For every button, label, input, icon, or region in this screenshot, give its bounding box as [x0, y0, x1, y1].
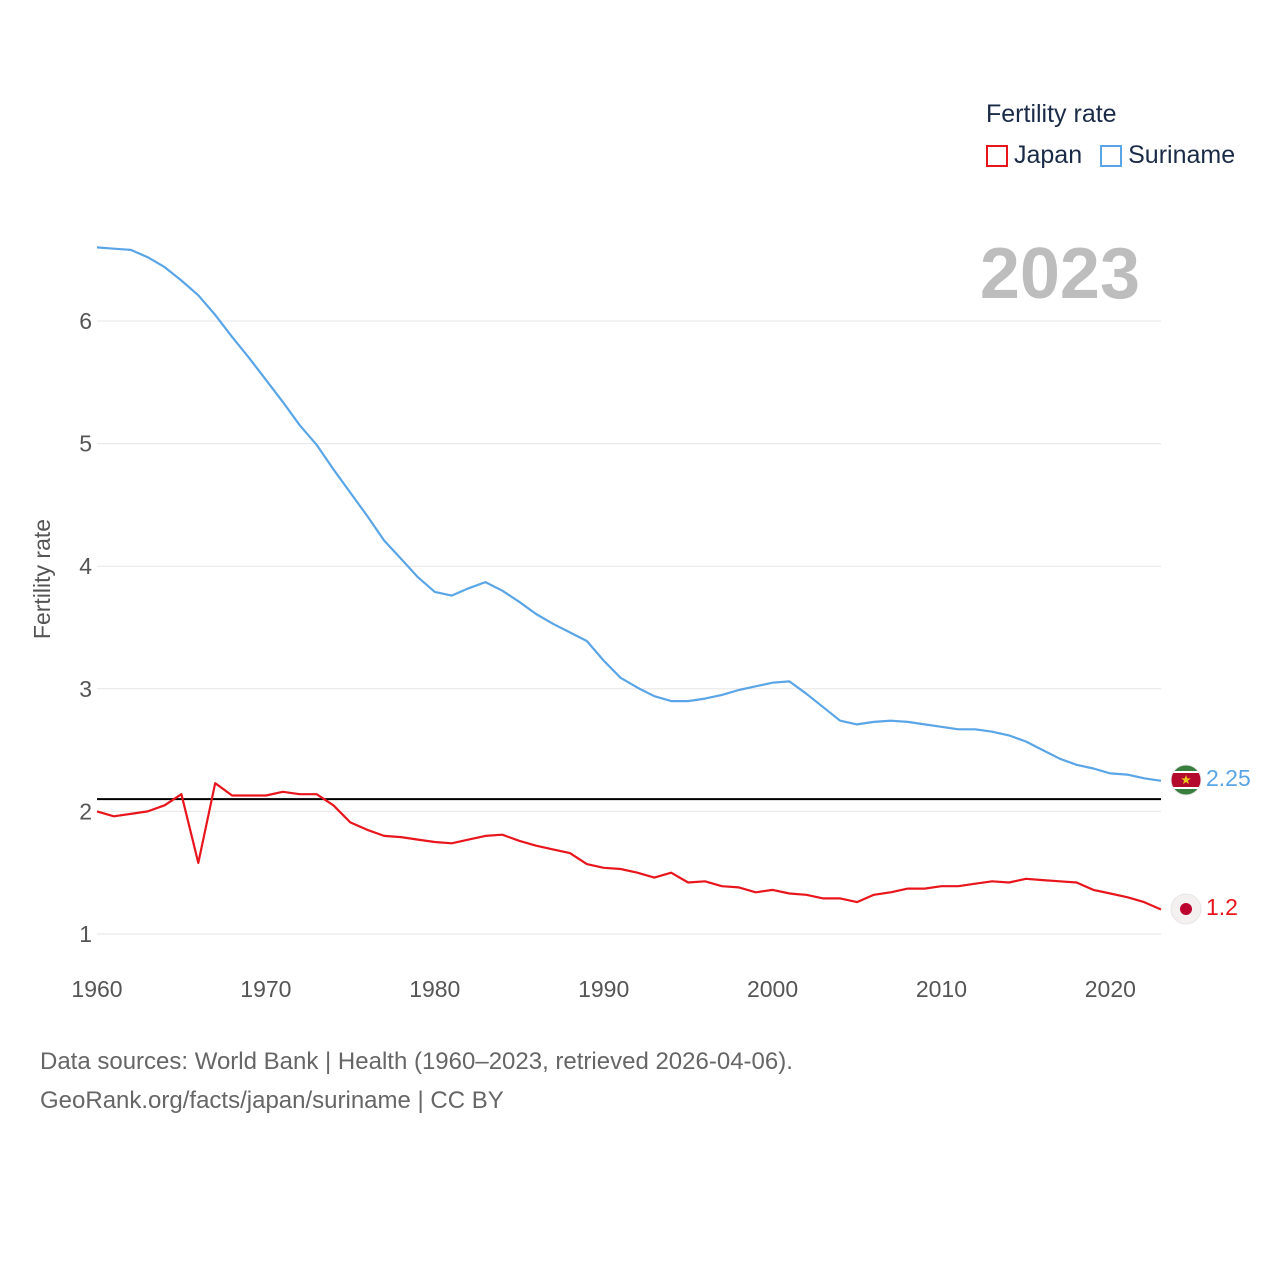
x-tick-label: 2010 — [916, 976, 967, 1002]
legend-label-suriname: Suriname — [1128, 141, 1236, 169]
grid-lines — [97, 320, 1161, 935]
source-note: Data sources: World Bank | Health (1960–… — [40, 1048, 793, 1075]
legend-item-japan[interactable]: Japan — [986, 141, 1082, 170]
series-lines — [96, 246, 1162, 911]
x-tick-label: 1960 — [71, 976, 122, 1002]
x-axis-ticks: 1960 1970 1980 1990 2000 2010 2020 — [71, 976, 1136, 1002]
legend-swatch-japan — [986, 144, 1008, 167]
y-tick-label: 2 — [79, 798, 92, 824]
series-line-suriname[interactable] — [96, 246, 1162, 782]
x-tick-label: 2020 — [1085, 976, 1136, 1002]
legend-label-japan: Japan — [1014, 141, 1083, 169]
series-line-japan[interactable] — [96, 782, 1162, 911]
legend-title: Fertility rate — [986, 100, 1117, 128]
x-tick-label: 1970 — [240, 976, 291, 1002]
y-axis-ticks: 1 2 3 4 5 6 — [79, 308, 92, 947]
attribution[interactable]: GeoRank.org/facts/japan/suriname | CC BY — [40, 1087, 504, 1114]
legend-item-suriname[interactable]: Suriname — [1100, 141, 1235, 170]
y-axis-title: Fertility rate — [29, 519, 55, 639]
y-tick-label: 5 — [79, 431, 92, 457]
suriname-flag-icon — [1170, 764, 1202, 796]
japan-flag-icon — [1170, 893, 1202, 925]
y-tick-label: 4 — [79, 553, 92, 579]
japan-end-label: 1.2 — [1206, 894, 1238, 920]
suriname-end-label: 2.25 — [1206, 765, 1251, 791]
y-tick-label: 3 — [79, 676, 92, 702]
x-tick-label: 1990 — [578, 976, 629, 1002]
legend-swatch-suriname — [1100, 144, 1123, 167]
legend: Fertility rate Japan Suriname — [986, 100, 1235, 170]
end-labels: 2.25 1.2 — [1170, 764, 1251, 925]
y-tick-label: 6 — [79, 308, 92, 334]
footer: Data sources: World Bank | Health (1960–… — [40, 1042, 793, 1120]
y-tick-label: 1 — [79, 921, 92, 947]
x-tick-label: 2000 — [747, 976, 798, 1002]
year-label: 2023 — [980, 234, 1140, 314]
x-tick-label: 1980 — [409, 976, 460, 1002]
